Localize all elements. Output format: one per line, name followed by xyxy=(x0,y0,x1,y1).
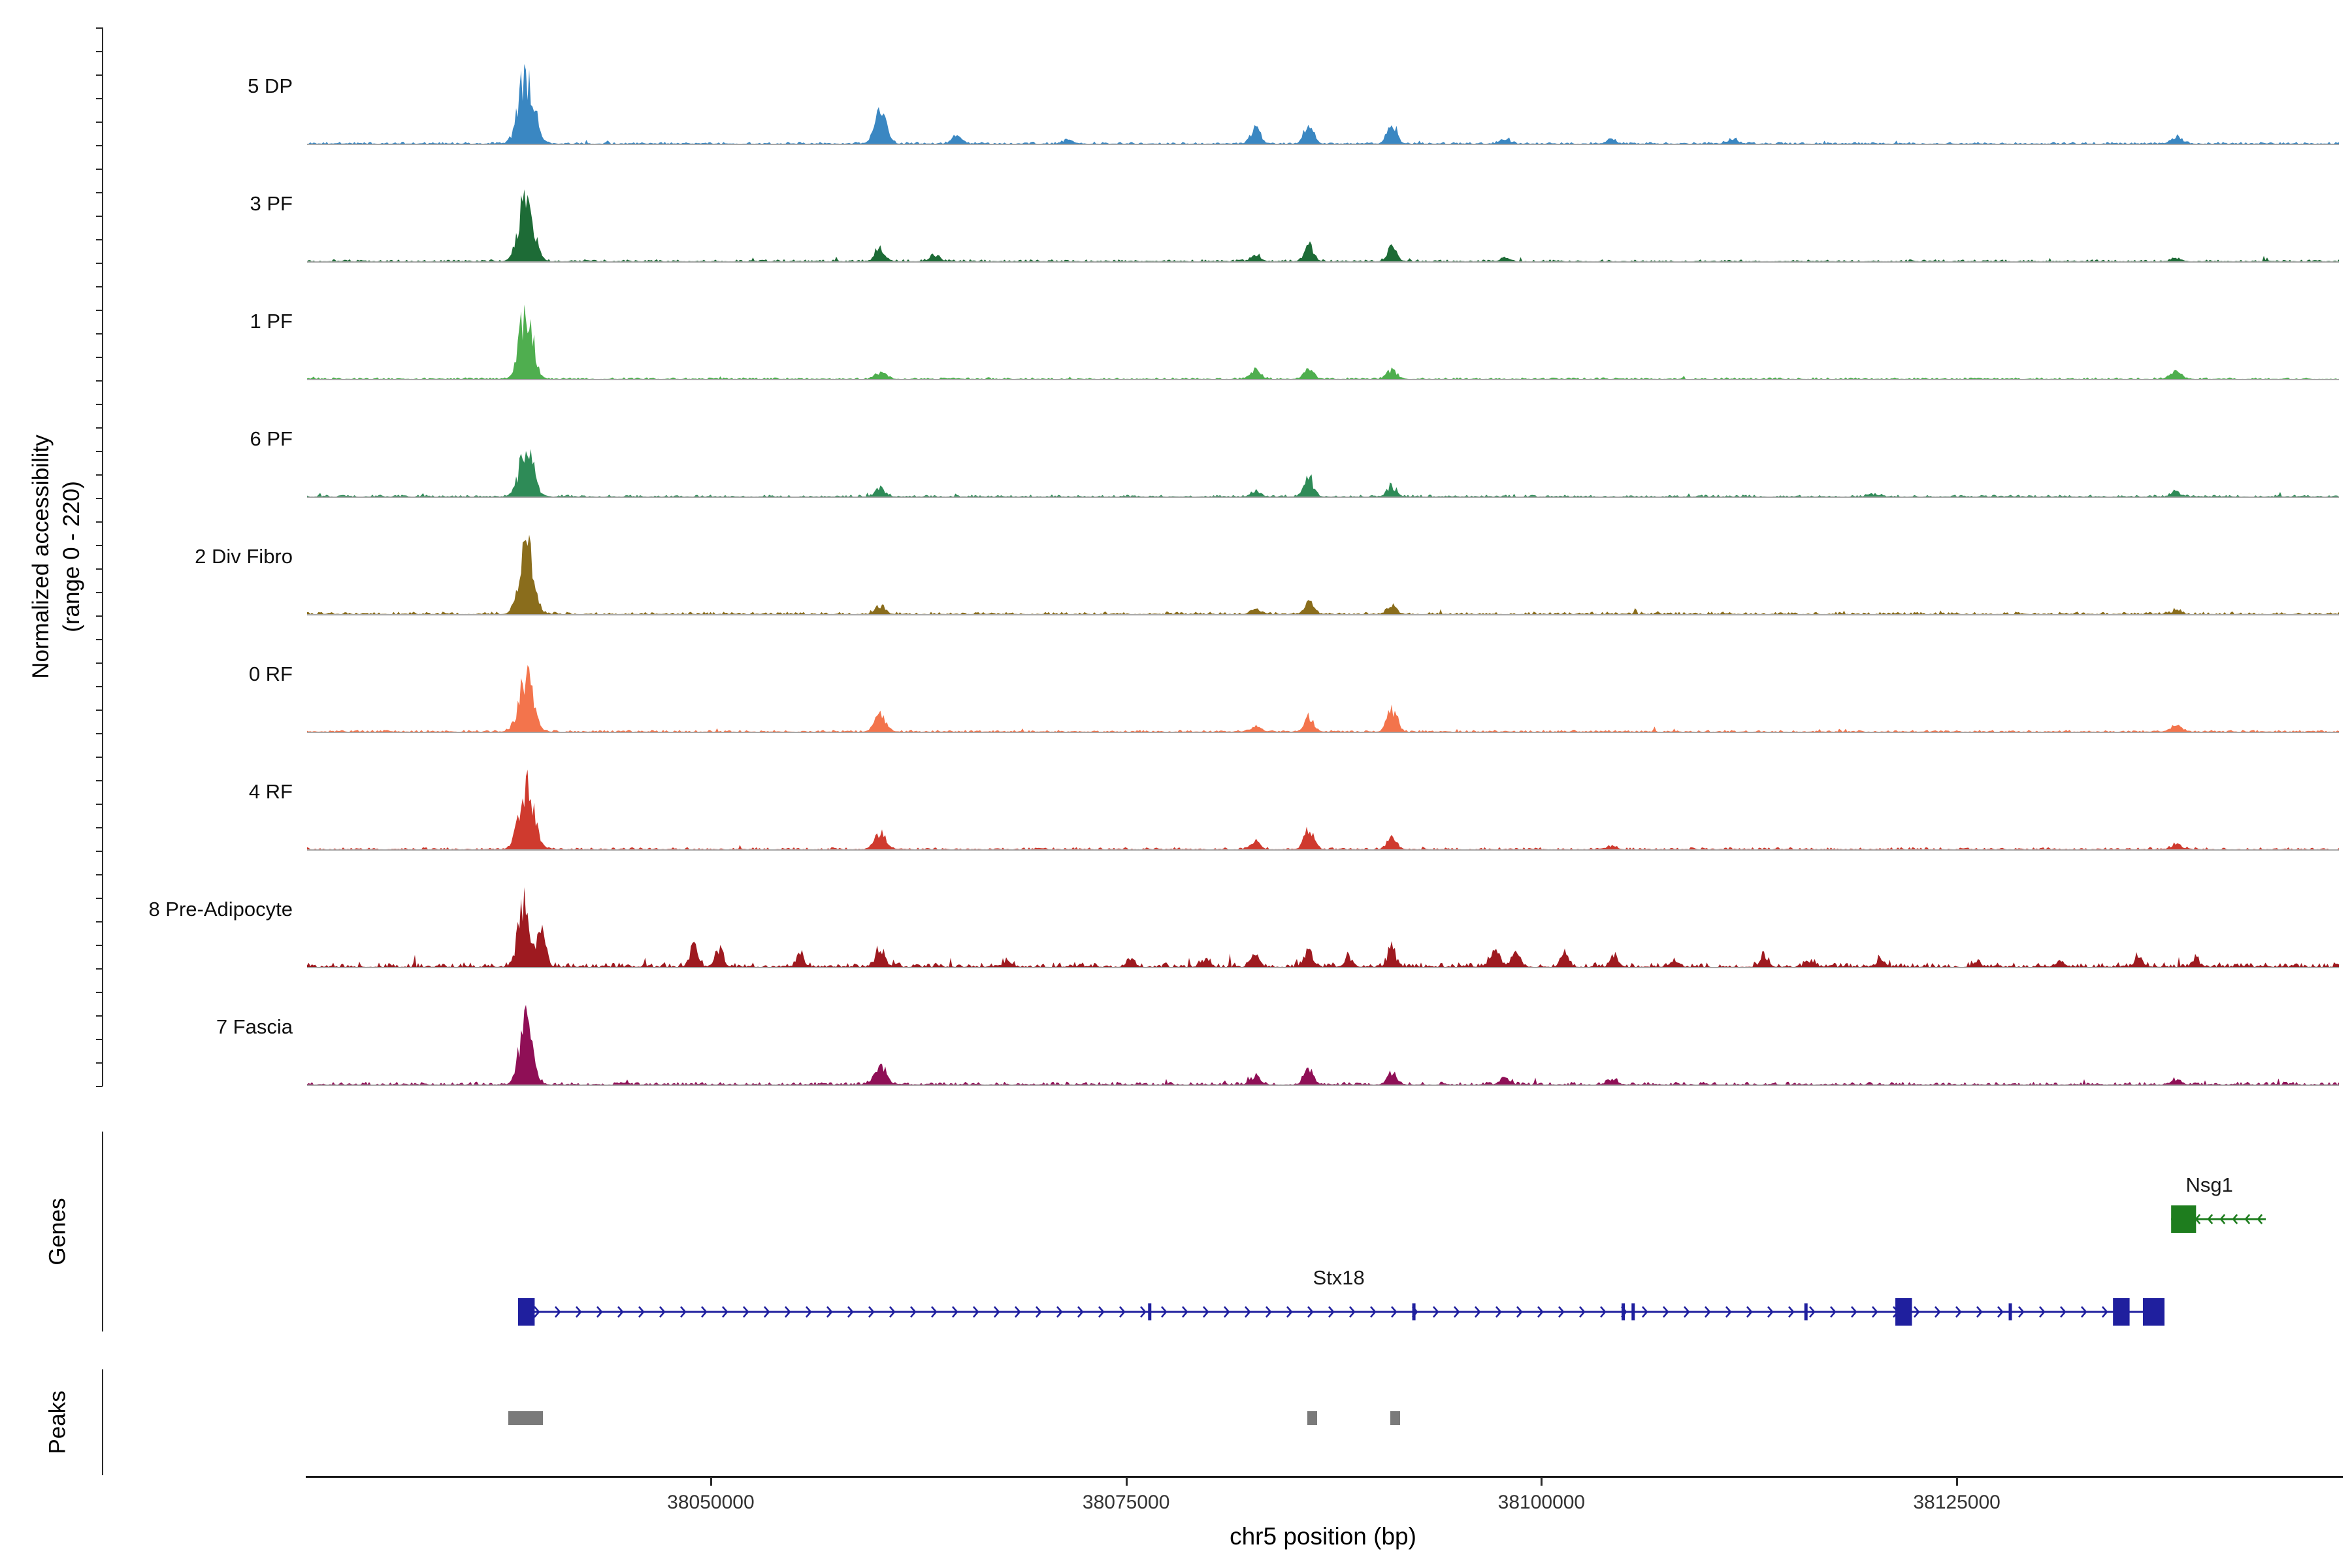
x-axis-tick-label: 38075000 xyxy=(1082,1492,1170,1513)
x-axis-tick xyxy=(710,1477,712,1486)
x-axis-tick xyxy=(1541,1477,1543,1486)
gene-stx18: Stx18 xyxy=(517,1266,2164,1326)
y-axis-tick xyxy=(96,757,103,758)
y-axis-tick xyxy=(96,639,103,640)
y-axis-tick xyxy=(96,74,103,76)
signal-track-6-pf xyxy=(307,449,2339,498)
y-axis-tick xyxy=(96,51,103,52)
y-axis-tick xyxy=(96,357,103,358)
track-label-7-fascia: 7 Fascia xyxy=(216,1015,293,1038)
y-axis-tick xyxy=(96,192,103,193)
signal-track-4-rf xyxy=(307,770,2339,851)
y-axis-tick xyxy=(96,921,103,923)
track-label-0-rf: 0 RF xyxy=(248,662,293,685)
track-label-2-div-fibro: 2 Div Fibro xyxy=(195,545,293,568)
track-label-1-pf: 1 PF xyxy=(250,310,293,333)
y-axis-tick xyxy=(96,122,103,123)
signal-track-0-rf xyxy=(307,665,2339,733)
y-axis-tick xyxy=(96,780,103,781)
y-axis-tick xyxy=(96,804,103,805)
y-axis-tick xyxy=(96,98,103,99)
y-axis-tick xyxy=(96,27,103,29)
y-axis-tick xyxy=(96,1062,103,1064)
y-axis-tick xyxy=(96,333,103,335)
genes-svg: Nsg1 Stx18 xyxy=(517,1173,2266,1326)
y-axis-tick xyxy=(96,1086,103,1087)
y-axis-tick xyxy=(96,615,103,617)
y-axis-tick xyxy=(96,286,103,287)
x-axis-line xyxy=(306,1476,2343,1478)
x-axis-tick-label: 38100000 xyxy=(1497,1492,1586,1513)
y-axis-tick xyxy=(96,898,103,899)
signal-track-5-dp xyxy=(307,64,2339,145)
y-axis-tick xyxy=(96,686,103,687)
y-axis-tick xyxy=(96,145,103,146)
track-label-5-dp: 5 DP xyxy=(248,74,293,97)
y-axis-tick xyxy=(96,451,103,452)
y-axis-tick xyxy=(96,1015,103,1017)
signal-track-1-pf xyxy=(307,304,2339,380)
gene-label-nsg1: Nsg1 xyxy=(2185,1173,2232,1196)
track-label-3-pf: 3 PF xyxy=(250,192,293,215)
x-axis-tick xyxy=(1125,1477,1128,1486)
y-axis-tick xyxy=(96,263,103,264)
signal-track-8-pre-adipocyte xyxy=(307,887,2339,968)
y-axis-tick xyxy=(96,404,103,405)
y-axis-tick xyxy=(96,945,103,946)
genes-axis-line xyxy=(102,1132,103,1331)
y-axis-tick xyxy=(96,239,103,240)
y-axis-tick xyxy=(96,380,103,382)
track-label-4-rf: 4 RF xyxy=(248,780,293,803)
peak-box-1 xyxy=(508,1411,544,1425)
x-axis-title: chr5 position (bp) xyxy=(1230,1523,1416,1550)
peaks-section-label: Peaks xyxy=(44,1390,71,1454)
y-axis-tick xyxy=(96,662,103,664)
y-axis-tick xyxy=(96,568,103,570)
gene-label-stx18: Stx18 xyxy=(1313,1266,1365,1289)
y-axis-tick xyxy=(96,992,103,993)
y-axis-tick xyxy=(96,827,103,828)
y-axis-tick xyxy=(96,545,103,546)
y-axis-tick xyxy=(96,592,103,593)
y-axis-tick xyxy=(96,874,103,875)
x-axis-tick-label: 38125000 xyxy=(1913,1492,2001,1513)
genes-section-label: Genes xyxy=(44,1198,71,1266)
y-axis-tick xyxy=(96,521,103,523)
y-axis-tick xyxy=(96,427,103,429)
peaks-track xyxy=(307,1411,2339,1427)
y-axis-tick xyxy=(96,498,103,499)
signal-track-3-pf xyxy=(307,189,2339,263)
peak-box-3 xyxy=(1390,1411,1401,1425)
peaks-axis-line xyxy=(102,1369,103,1475)
signal-track-7-fascia xyxy=(307,1005,2339,1086)
y-axis-tick xyxy=(96,474,103,476)
y-axis-tick xyxy=(96,968,103,970)
x-axis-tick-label: 38050000 xyxy=(667,1492,755,1513)
signal-track-2-div-fibro xyxy=(307,534,2339,615)
y-axis-tick xyxy=(96,710,103,711)
y-axis-line xyxy=(102,27,103,1086)
y-axis-tick xyxy=(96,733,103,734)
gene-nsg1: Nsg1 xyxy=(2171,1173,2266,1233)
y-axis-tick xyxy=(96,216,103,217)
y-axis-tick xyxy=(96,851,103,852)
y-axis-tick xyxy=(96,1039,103,1040)
y-axis-tick xyxy=(96,310,103,311)
x-axis-tick xyxy=(1956,1477,1959,1486)
peak-box-2 xyxy=(1307,1411,1318,1425)
y-axis-tick xyxy=(96,169,103,170)
track-label-6-pf: 6 PF xyxy=(250,427,293,450)
track-label-8-pre-adipocyte: 8 Pre-Adipocyte xyxy=(148,898,293,921)
